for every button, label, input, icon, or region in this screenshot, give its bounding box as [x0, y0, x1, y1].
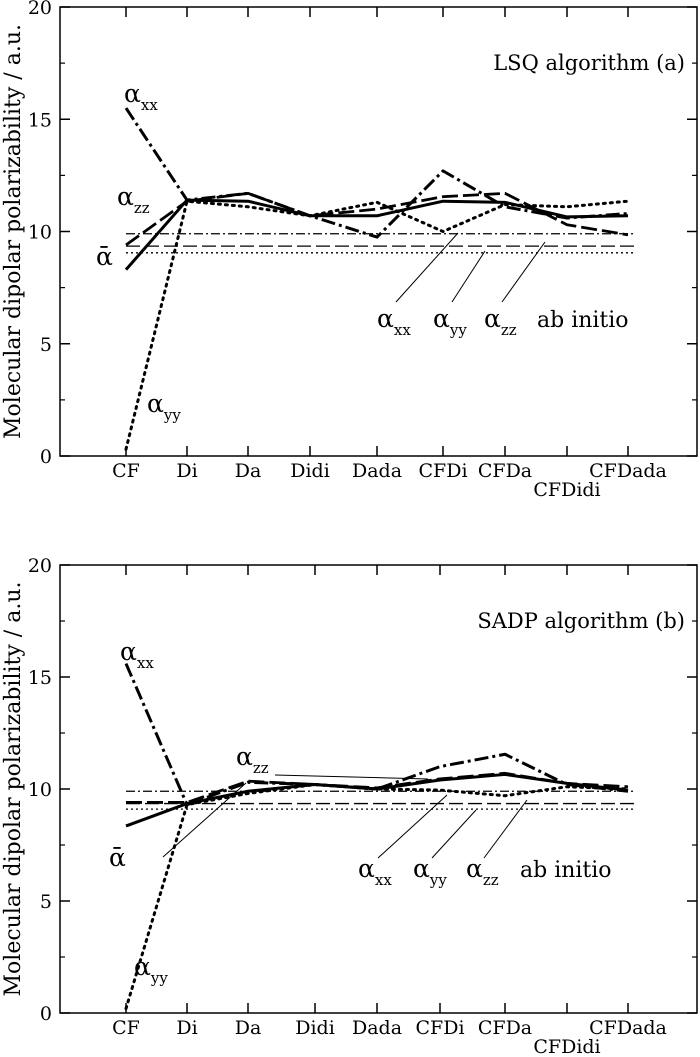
annotation-leader: [377, 794, 448, 859]
x-tick-label: CFDada: [589, 1017, 667, 1039]
x-tick-label: Di: [176, 460, 197, 482]
label-alpha-yy-ref: αyy: [413, 854, 447, 889]
series-line: [125, 191, 629, 247]
label-alpha-yy: αyy: [134, 952, 168, 987]
series-line: [124, 783, 630, 1011]
annotation-leader: [501, 241, 546, 303]
x-tick-label: Da: [235, 1017, 262, 1039]
label-alpha-xx-ref: αxx: [358, 854, 392, 889]
y-axis-label: Molecular dipolar polarizability / a.u.: [1, 582, 26, 997]
annotation-leader: [483, 799, 528, 859]
x-tick-label: CFDa: [478, 460, 532, 482]
x-tick-label: Di: [176, 1017, 197, 1039]
label-alpha-mean: ᾱ: [96, 242, 113, 271]
annotation-leader: [431, 809, 477, 859]
label-alpha-zz-ref: αzz: [466, 854, 499, 889]
label-ab-initio: ab initio: [537, 308, 629, 333]
label-ab-initio: ab initio: [520, 858, 612, 883]
panel-title: LSQ algorithm (a): [493, 51, 685, 75]
label-alpha-zz: αzz: [236, 742, 269, 777]
y-tick-label: 5: [40, 334, 52, 356]
series-line: [124, 662, 629, 807]
label-alpha-mean: ᾱ: [109, 843, 126, 872]
label-alpha-zz: αzz: [117, 182, 150, 217]
annotation-leader: [274, 774, 429, 780]
annotation-leader: [395, 232, 459, 303]
annotation-leader: [162, 782, 247, 858]
label-alpha-yy: αyy: [147, 389, 181, 424]
y-axis-label: Molecular dipolar polarizability / a.u.: [1, 24, 26, 439]
y-tick-label: 0: [40, 446, 52, 468]
x-tick-label: CFDi: [418, 460, 467, 482]
y-tick-label: 10: [28, 779, 52, 801]
y-tick-label: 20: [28, 0, 52, 19]
annotation-leader: [451, 250, 486, 303]
x-tick-label: CFDidi: [533, 1036, 600, 1057]
y-tick-label: 15: [28, 109, 52, 131]
label-alpha-xx-ref: αxx: [377, 304, 411, 339]
y-tick-label: 20: [28, 555, 52, 577]
y-tick-label: 15: [28, 667, 52, 689]
panel-title: SADP algorithm (b): [477, 609, 685, 633]
y-tick-label: 10: [28, 222, 52, 244]
x-tick-label: CFDa: [478, 1017, 532, 1039]
x-tick-label: CFDi: [415, 1017, 464, 1039]
y-tick-label: 0: [40, 1003, 52, 1025]
label-alpha-yy-ref: αyy: [433, 304, 467, 339]
series-line: [124, 198, 629, 271]
x-tick-label: Didi: [295, 1017, 335, 1039]
x-tick-label: Dada: [352, 1017, 402, 1039]
label-alpha-xx: αxx: [120, 637, 154, 672]
label-alpha-zz-ref: αzz: [484, 304, 517, 339]
x-tick-label: Didi: [290, 460, 330, 482]
x-tick-label: Dada: [352, 460, 402, 482]
x-tick-label: CFDada: [589, 460, 667, 482]
label-alpha-xx: αxx: [124, 79, 158, 114]
x-tick-label: Da: [235, 460, 262, 482]
x-tick-label: CF: [112, 460, 140, 482]
x-tick-label: CF: [112, 1017, 140, 1039]
x-tick-label: CFDidi: [533, 479, 600, 501]
y-tick-label: 5: [40, 891, 52, 913]
